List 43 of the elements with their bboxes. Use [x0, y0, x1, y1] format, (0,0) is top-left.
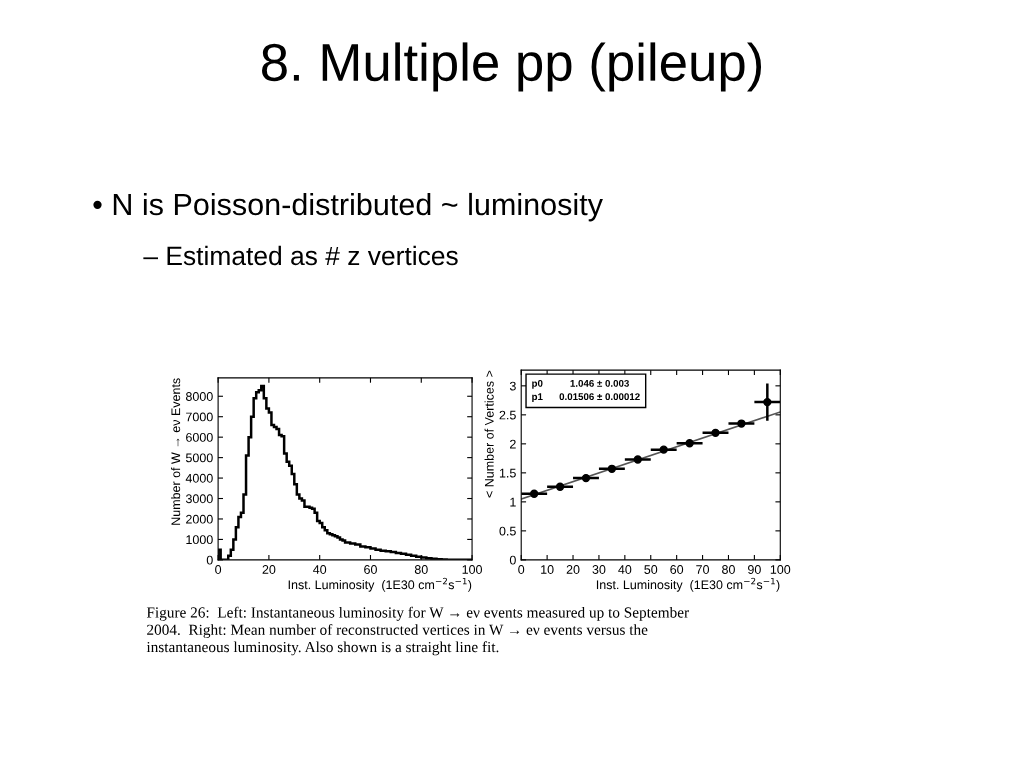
x-tick-label: 10: [541, 565, 554, 574]
y-tick-label: 3: [509, 381, 516, 391]
text: • N is Poisson-distributed ~ luminosity: [93, 192, 603, 222]
x-tick-label: 30: [592, 565, 606, 574]
x-tick-label: 0: [518, 565, 525, 574]
y-tick-label: 0.5: [499, 526, 516, 536]
annotation: p0 1.046 ± 0.003 p1 0.01506 ± 0.00012: [532, 379, 640, 403]
chart-title: 8. Multiple pp (pileup): [262, 42, 762, 92]
y-tick-label: 0: [206, 555, 213, 565]
x-tick-label: 70: [696, 565, 710, 574]
y-tick-label: 1000: [186, 535, 213, 545]
x-tick-label: 40: [618, 565, 632, 574]
x-tick-label: 0: [215, 565, 222, 574]
x-axis-title: Inst. Luminosity (1E30 cm$^{−2}$s$^{−1}$): [596, 577, 780, 592]
y-axis-title: Number of W → eν Events: [171, 378, 181, 525]
point: [763, 397, 772, 407]
x-tick-label: 100: [462, 565, 482, 574]
x-tick-label: 20: [262, 565, 276, 574]
y-tick-label: 4000: [185, 473, 213, 483]
y-tick-label: 2000: [186, 514, 213, 524]
x-axis-title: Inst. Luminosity (1E30 cm$^{−2}$s$^{−1}$): [288, 577, 472, 592]
y-tick-label: 5000: [185, 453, 213, 463]
y-tick-label: 0: [509, 555, 516, 565]
text: – Estimated as # z vertices: [143, 245, 458, 266]
y-axis-title: < Number of Vertices >: [484, 370, 494, 498]
y-tick-label: 2.5: [499, 410, 516, 420]
x-tick-label: 90: [748, 565, 761, 574]
y-tick-label: 8000: [185, 392, 213, 401]
caption: Figure 26: Left: Instantaneous luminosity for W → eν events measured up to September 2004. Right: Mean number of reconstructed vertices in W → eν events versus the instantaneous luminosity. Also shown is a straight line fit.: [146, 606, 689, 656]
y-tick-label: 1.5: [499, 468, 516, 478]
x-tick-label: 50: [644, 565, 658, 574]
x-tick-label: 20: [566, 565, 580, 574]
y-tick-label: 2: [510, 439, 516, 449]
x-tick-label: 80: [414, 565, 428, 574]
x-tick-label: 60: [670, 565, 684, 574]
y-tick-label: 1: [510, 497, 516, 507]
x-tick-label: 80: [722, 565, 735, 574]
y-tick-label: 6000: [186, 432, 213, 442]
x-tick-label: 100: [770, 565, 791, 574]
y-tick-label: 3000: [185, 494, 213, 504]
x-tick-label: 40: [313, 565, 327, 574]
x-tick-label: 60: [364, 565, 377, 574]
y-tick-label: 7000: [186, 412, 213, 422]
